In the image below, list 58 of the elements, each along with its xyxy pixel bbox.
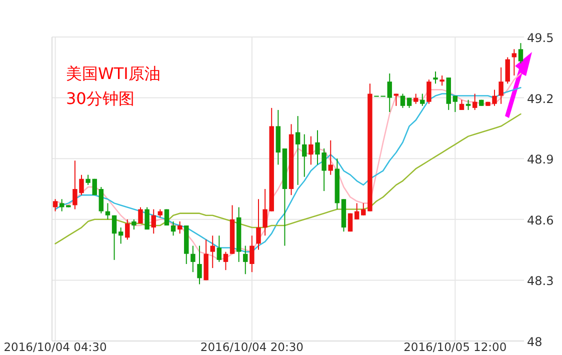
candlestick: [512, 48, 517, 76]
candlestick: [420, 93, 425, 106]
candlestick: [400, 93, 406, 108]
candlestick: [394, 93, 399, 106]
candlestick: [98, 186, 104, 214]
candlestick: [223, 251, 228, 271]
candlestick: [112, 214, 117, 260]
candlestick: [125, 218, 130, 240]
text: 美国WTI原油: [66, 64, 160, 83]
candlestick: [413, 93, 418, 104]
x-tick-label: 2016/10/05 12:00: [404, 340, 507, 354]
candlestick: [426, 79, 432, 104]
candlestick: [256, 198, 261, 250]
x-tick-label: 2016/10/04 20:30: [200, 340, 304, 354]
candlestick: [138, 206, 143, 224]
candlestick: [302, 134, 307, 178]
candlestick: [118, 227, 124, 244]
candlestick: [250, 235, 254, 273]
candlestick: [354, 202, 360, 220]
candlestick: [164, 208, 170, 226]
candlestick: [466, 99, 471, 110]
candlestick: [170, 220, 176, 236]
candlestick: [387, 72, 392, 112]
y-tick-label: 48.3: [527, 274, 554, 288]
candlestick: [308, 136, 314, 166]
candlestick: [262, 188, 268, 236]
candlestick: [295, 116, 300, 186]
candlestick: [328, 140, 333, 176]
candlestick: [52, 198, 58, 212]
text: 30分钟图: [66, 89, 134, 108]
candlestick: [505, 56, 510, 84]
candlestick: [518, 42, 524, 64]
candlestick: [197, 245, 202, 285]
candlestick: [433, 70, 438, 84]
y-tick-label: 48.6: [527, 213, 554, 228]
candlestick: [59, 198, 64, 212]
candlestick: [472, 93, 478, 110]
candlestick: [144, 206, 150, 230]
y-tick-label: 48: [527, 335, 542, 349]
candlestick: [361, 202, 366, 216]
candlestick: [210, 235, 215, 269]
y-tick-label: 49.2: [527, 92, 554, 106]
candlestick: [132, 218, 136, 230]
candlestick: [177, 220, 182, 234]
y-tick-label: 49.5: [527, 31, 554, 45]
candlestick: [459, 99, 464, 110]
x-tick-label: 2016/10/04 04:30: [4, 340, 107, 354]
candlestick: [151, 208, 156, 234]
candlestick: [452, 95, 458, 112]
candlestick: [86, 174, 90, 186]
candlestick: [105, 202, 110, 220]
candlestick: [498, 66, 504, 104]
line-series: [54, 113, 522, 244]
candlestick: [216, 235, 222, 262]
candlestick: [440, 75, 444, 86]
candlestick: [190, 245, 196, 273]
y-tick-label: 48.9: [527, 152, 554, 167]
candlestick: [243, 245, 248, 275]
